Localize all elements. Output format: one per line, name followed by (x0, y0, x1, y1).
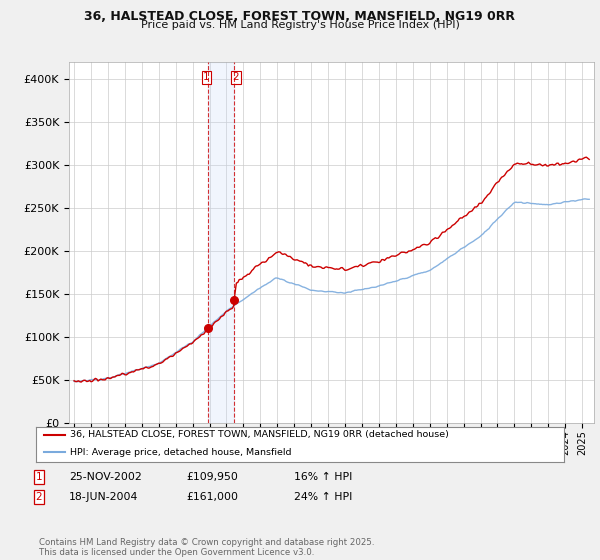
Text: 25-NOV-2002: 25-NOV-2002 (69, 472, 142, 482)
Text: 2: 2 (233, 72, 239, 82)
Text: 1: 1 (203, 72, 210, 82)
Text: 18-JUN-2004: 18-JUN-2004 (69, 492, 139, 502)
Text: £109,950: £109,950 (186, 472, 238, 482)
Bar (208, 62, 234, 423)
Text: 36, HALSTEAD CLOSE, FOREST TOWN, MANSFIELD, NG19 0RR (detached house): 36, HALSTEAD CLOSE, FOREST TOWN, MANSFIE… (70, 431, 449, 440)
Text: 16% ↑ HPI: 16% ↑ HPI (294, 472, 352, 482)
Text: £161,000: £161,000 (186, 492, 238, 502)
Text: 1: 1 (35, 472, 43, 482)
Text: Contains HM Land Registry data © Crown copyright and database right 2025.
This d: Contains HM Land Registry data © Crown c… (39, 538, 374, 557)
Text: 2: 2 (35, 492, 43, 502)
Text: HPI: Average price, detached house, Mansfield: HPI: Average price, detached house, Mans… (70, 448, 292, 457)
Text: 24% ↑ HPI: 24% ↑ HPI (294, 492, 352, 502)
Text: Price paid vs. HM Land Registry's House Price Index (HPI): Price paid vs. HM Land Registry's House … (140, 20, 460, 30)
Text: 36, HALSTEAD CLOSE, FOREST TOWN, MANSFIELD, NG19 0RR: 36, HALSTEAD CLOSE, FOREST TOWN, MANSFIE… (85, 10, 515, 23)
